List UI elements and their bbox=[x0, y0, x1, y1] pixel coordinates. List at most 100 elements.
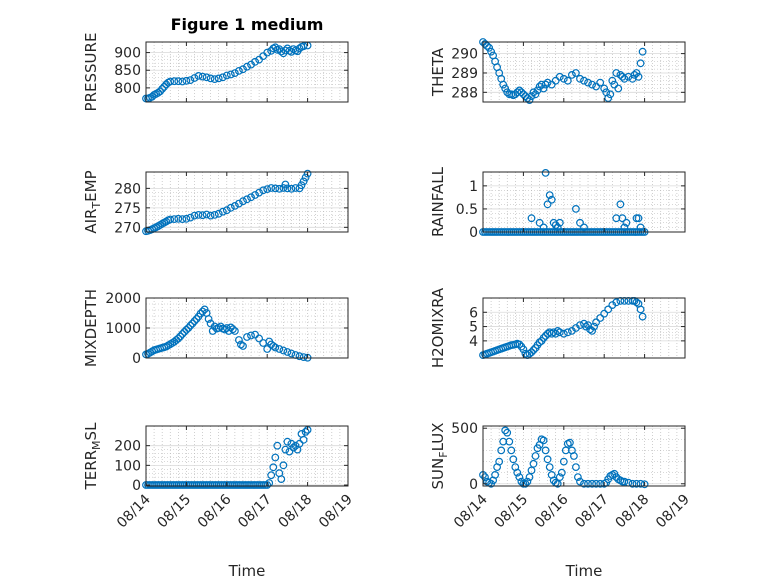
data-point bbox=[580, 76, 588, 85]
data-point bbox=[491, 471, 500, 479]
data-point bbox=[505, 437, 514, 446]
y-tick-label: 1 bbox=[469, 179, 478, 195]
data-point bbox=[156, 87, 165, 96]
y-tick-label: 289 bbox=[451, 66, 478, 82]
data-point bbox=[559, 329, 568, 338]
data-point bbox=[592, 318, 600, 327]
data-point bbox=[525, 473, 534, 482]
data-point bbox=[295, 44, 304, 53]
y-axis-label: THETA bbox=[429, 47, 447, 97]
data-point bbox=[592, 82, 600, 91]
data-point bbox=[287, 439, 296, 448]
data-point bbox=[634, 72, 643, 81]
data-point bbox=[608, 76, 617, 85]
data-point bbox=[531, 90, 540, 99]
data-point bbox=[604, 305, 613, 314]
data-point bbox=[531, 452, 540, 460]
data-point bbox=[194, 71, 203, 80]
y-tick-label: 1000 bbox=[105, 321, 141, 337]
data-point bbox=[622, 218, 631, 227]
data-point bbox=[283, 348, 292, 356]
data-point bbox=[557, 468, 566, 477]
data-point bbox=[281, 180, 290, 189]
data-point bbox=[182, 76, 191, 85]
data-point bbox=[551, 76, 560, 85]
data-point bbox=[269, 342, 278, 350]
data-point bbox=[291, 441, 300, 450]
plot-area bbox=[146, 172, 348, 232]
y-axis-label: TERRMSL bbox=[82, 422, 103, 491]
x-tick-label: 08/17 bbox=[572, 492, 612, 532]
data-point bbox=[638, 312, 647, 321]
data-point bbox=[186, 76, 195, 84]
y-tick-label: 0.5 bbox=[456, 202, 478, 218]
data-point bbox=[543, 200, 552, 209]
data-point bbox=[620, 223, 629, 232]
data-point bbox=[501, 426, 510, 435]
data-point bbox=[555, 218, 564, 227]
data-point bbox=[255, 188, 264, 197]
data-point bbox=[596, 78, 605, 87]
data-point bbox=[632, 479, 641, 488]
data-point bbox=[618, 214, 627, 223]
data-point bbox=[519, 345, 528, 354]
data-point bbox=[507, 446, 516, 455]
data-point bbox=[600, 309, 609, 318]
y-tick-label: 200 bbox=[114, 439, 141, 455]
data-point bbox=[570, 452, 578, 460]
data-point bbox=[295, 439, 304, 448]
data-point bbox=[226, 203, 235, 212]
data-point bbox=[184, 324, 193, 332]
data-point bbox=[525, 96, 534, 104]
data-point bbox=[495, 457, 504, 466]
data-point bbox=[612, 298, 621, 307]
y-tick-label: 5 bbox=[469, 320, 478, 336]
data-point bbox=[541, 168, 550, 177]
y-tick-label: 0 bbox=[469, 477, 478, 493]
plot-area bbox=[146, 42, 348, 102]
data-point bbox=[584, 78, 592, 87]
data-point bbox=[588, 327, 596, 335]
data-point bbox=[174, 334, 183, 343]
y-tick-label: 4 bbox=[469, 334, 478, 350]
data-point bbox=[277, 475, 286, 484]
data-point bbox=[632, 69, 641, 77]
data-point bbox=[198, 211, 207, 220]
data-point bbox=[289, 443, 298, 452]
data-point bbox=[182, 214, 191, 223]
x-axis-label: Time bbox=[565, 562, 603, 580]
data-point bbox=[580, 479, 588, 488]
y-tick-label: 0 bbox=[132, 351, 141, 367]
data-point bbox=[563, 328, 572, 337]
data-point bbox=[210, 322, 219, 331]
data-point bbox=[636, 223, 645, 232]
data-point bbox=[521, 479, 530, 488]
data-point bbox=[612, 69, 621, 77]
data-point bbox=[275, 184, 284, 193]
data-point bbox=[527, 214, 536, 223]
data-point bbox=[553, 479, 562, 488]
data-point bbox=[243, 195, 251, 204]
data-point bbox=[279, 346, 288, 355]
plot-area bbox=[483, 42, 685, 102]
data-point bbox=[628, 479, 637, 488]
data-point bbox=[228, 325, 237, 334]
y-tick-label: 900 bbox=[114, 46, 141, 62]
data-point bbox=[529, 88, 538, 97]
data-point bbox=[243, 333, 251, 341]
axes-box bbox=[482, 297, 686, 359]
data-point bbox=[218, 73, 227, 82]
data-point bbox=[236, 340, 245, 349]
data-point bbox=[287, 349, 296, 358]
figure-title: Figure 1 medium bbox=[171, 15, 324, 34]
data-point bbox=[208, 327, 217, 335]
y-tick-label: 0 bbox=[469, 225, 478, 241]
data-point bbox=[234, 199, 243, 208]
x-tick-label: 08/15 bbox=[491, 492, 531, 532]
x-tick-label: 08/19 bbox=[316, 492, 356, 532]
data-point bbox=[535, 218, 544, 227]
data-point bbox=[497, 446, 506, 455]
data-point bbox=[206, 211, 215, 220]
data-point bbox=[572, 204, 580, 213]
